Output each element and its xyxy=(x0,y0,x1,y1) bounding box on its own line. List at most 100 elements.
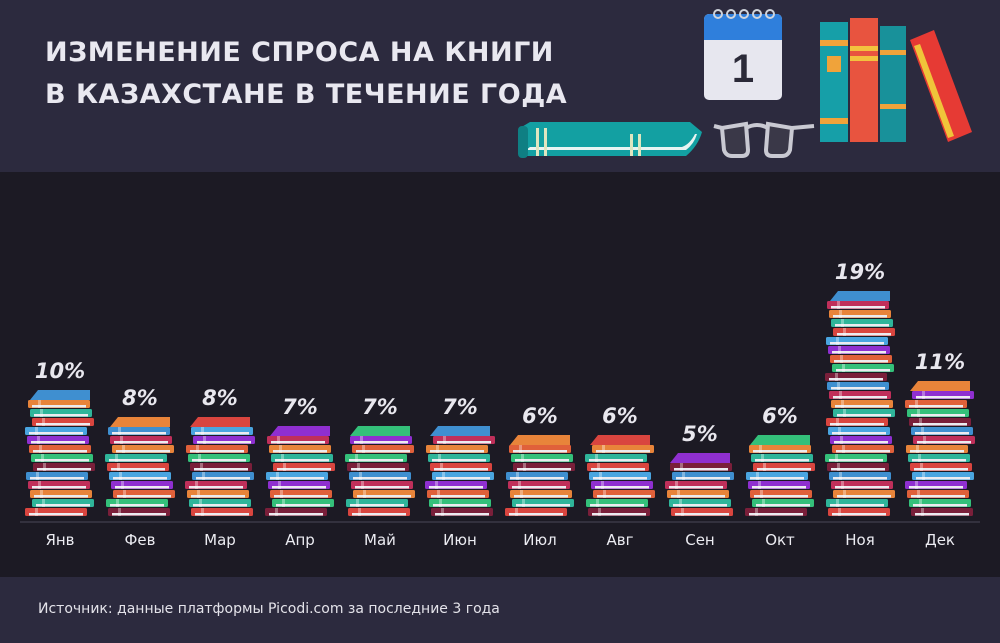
book-mark xyxy=(829,310,891,318)
bar-Мар xyxy=(185,417,255,516)
book-mark xyxy=(345,454,407,462)
book-mark xyxy=(833,490,895,498)
bar-Сен xyxy=(665,453,734,516)
book-mark xyxy=(825,454,887,462)
book-mark xyxy=(827,301,889,309)
bar-Авг xyxy=(585,435,655,516)
month-label-Авг: Авг xyxy=(607,531,634,549)
book-mark xyxy=(505,508,567,516)
book-mark xyxy=(506,472,568,480)
book-mark xyxy=(833,328,895,336)
book-mark xyxy=(829,472,891,480)
book-mark xyxy=(826,499,888,507)
book-mark xyxy=(913,436,975,444)
value-label-Мар: 8% xyxy=(202,386,238,410)
book-mark xyxy=(27,436,89,444)
month-label-Июл: Июл xyxy=(523,531,556,549)
value-label-Янв: 10% xyxy=(35,359,85,383)
book-mark xyxy=(511,454,573,462)
book-mark xyxy=(349,472,411,480)
bar-Янв xyxy=(25,390,95,516)
month-label-Апр: Апр xyxy=(285,531,315,549)
glasses-icon xyxy=(713,121,815,158)
book-mark xyxy=(749,445,811,453)
book-mark xyxy=(31,454,93,462)
book-mark xyxy=(509,445,571,453)
book-mark xyxy=(827,463,889,471)
book-mark xyxy=(428,454,490,462)
book-mark xyxy=(585,454,647,462)
book-mark xyxy=(29,445,91,453)
top-book-cover xyxy=(750,435,810,445)
book-mark xyxy=(830,355,892,363)
book-mark xyxy=(192,472,254,480)
top-book-cover xyxy=(270,426,330,436)
month-label-Янв: Янв xyxy=(45,531,74,549)
book-mark xyxy=(909,499,971,507)
book-mark xyxy=(269,445,331,453)
book-mark xyxy=(672,472,734,480)
book-mark xyxy=(908,454,970,462)
bar-Апр xyxy=(265,426,335,516)
book-mark xyxy=(746,472,808,480)
value-label-Сен: 5% xyxy=(682,422,718,446)
book-mark xyxy=(28,400,90,408)
book-mark xyxy=(826,337,888,345)
book-mark xyxy=(107,463,169,471)
month-label-Дек: Дек xyxy=(925,531,955,549)
book-mark xyxy=(591,481,653,489)
book-mark xyxy=(829,391,891,399)
book-mark xyxy=(273,463,335,471)
book-mark xyxy=(32,418,94,426)
book-mark xyxy=(109,472,171,480)
book-mark xyxy=(265,508,327,516)
top-book-cover xyxy=(590,435,650,445)
book-mark xyxy=(191,427,253,435)
book-mark xyxy=(671,508,733,516)
book-mark xyxy=(909,418,971,426)
book-mark xyxy=(266,472,328,480)
book-mark xyxy=(33,463,95,471)
value-label-Ноя: 19% xyxy=(835,260,885,284)
title-line-1: ИЗМЕНЕНИЕ СПРОСА НА КНИГИ xyxy=(45,37,554,68)
book-mark xyxy=(267,436,329,444)
value-label-Июл: 6% xyxy=(522,404,558,428)
bar-Дек xyxy=(905,381,975,516)
month-label-Сен: Сен xyxy=(685,531,715,549)
book-mark xyxy=(828,508,890,516)
book-mark xyxy=(750,490,812,498)
book-mark xyxy=(353,490,415,498)
book-mark xyxy=(832,445,894,453)
book-mark xyxy=(108,427,170,435)
book-mark xyxy=(910,463,972,471)
chart-area: 10% Янв 8% Фев 8% Мар 7% Апр 7% Май 7% Июн 6% Июл 6% Ав… xyxy=(0,172,1000,577)
lying-book-icon xyxy=(518,122,702,158)
top-book-cover xyxy=(670,453,730,463)
top-book-cover xyxy=(190,417,250,427)
book-mark xyxy=(113,490,175,498)
book-mark xyxy=(665,481,727,489)
book-mark xyxy=(589,472,651,480)
book-mark xyxy=(187,490,249,498)
book-mark xyxy=(512,499,574,507)
book-mark xyxy=(833,409,895,417)
book-mark xyxy=(826,418,888,426)
book-mark xyxy=(825,373,887,381)
book-mark xyxy=(185,481,247,489)
top-book-cover xyxy=(30,390,90,400)
book-mark xyxy=(111,481,173,489)
month-label-Май: Май xyxy=(364,531,396,549)
book-mark xyxy=(753,463,815,471)
book-mark xyxy=(828,427,890,435)
value-label-Фев: 8% xyxy=(122,386,158,410)
book-mark xyxy=(351,481,413,489)
book-mark xyxy=(911,427,973,435)
book-mark xyxy=(30,409,92,417)
bar-Окт xyxy=(745,435,815,516)
book-mark xyxy=(433,436,495,444)
bar-Июн xyxy=(425,426,495,516)
book-mark xyxy=(352,445,414,453)
month-label-Окт: Окт xyxy=(765,531,795,549)
top-book-cover xyxy=(430,426,490,436)
book-mark xyxy=(752,499,814,507)
